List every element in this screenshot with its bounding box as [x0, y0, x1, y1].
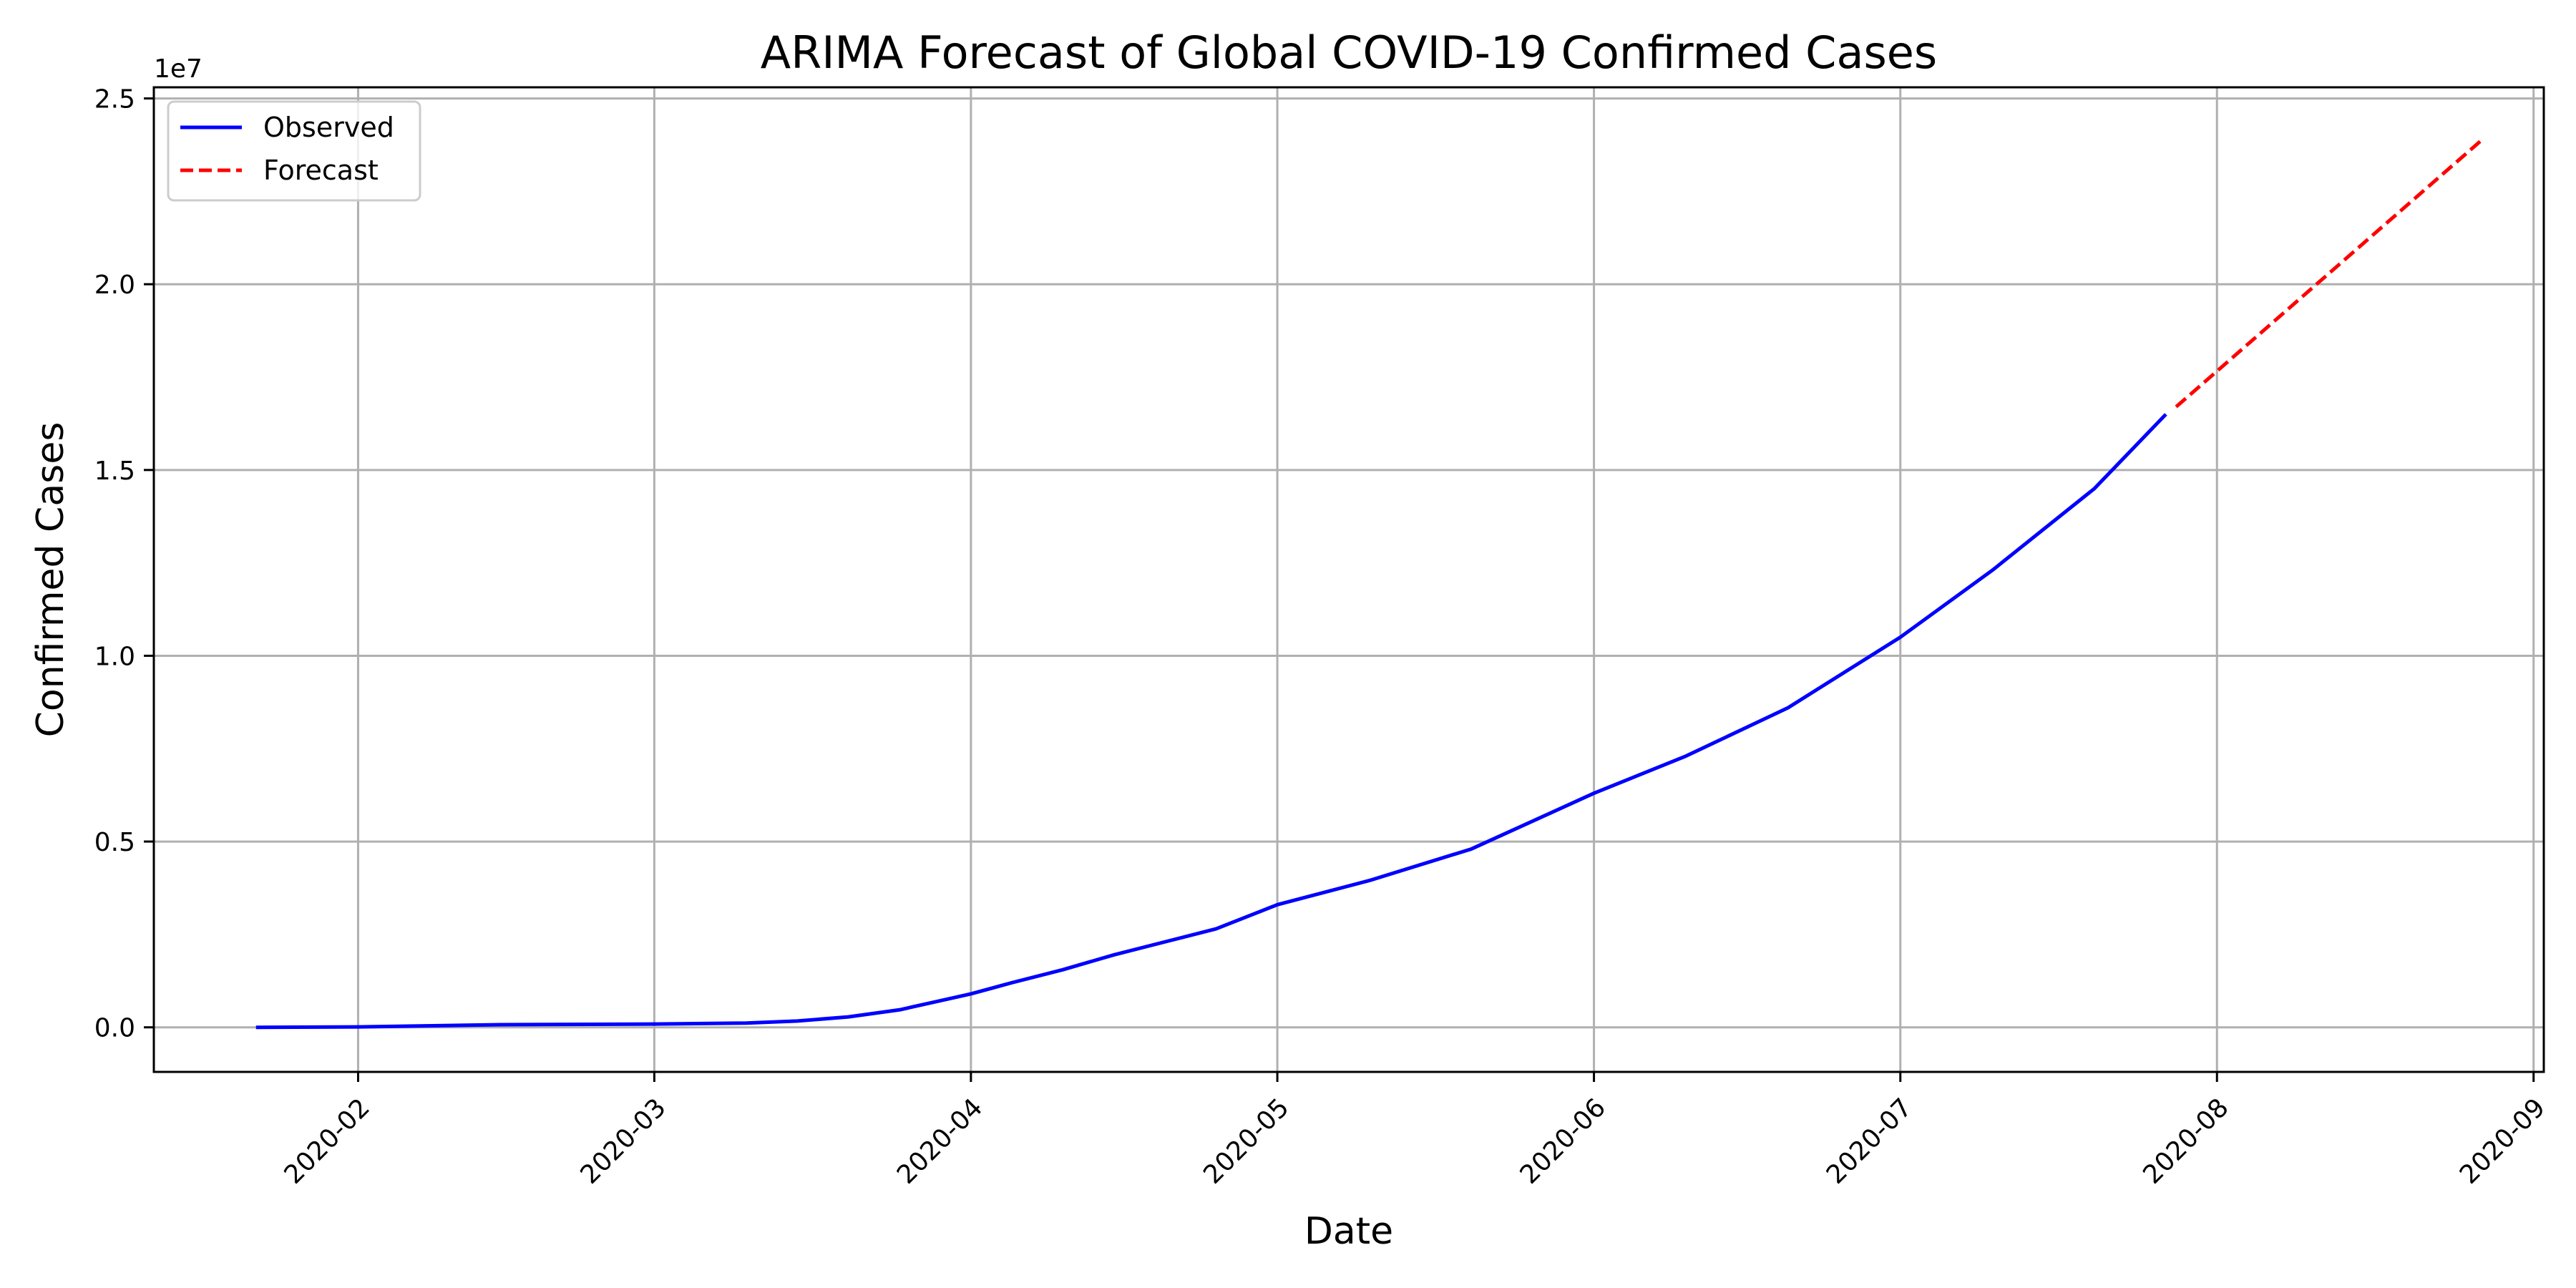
chart-title: ARIMA Forecast of Global COVID-19 Confir…: [761, 26, 1937, 79]
y-axis-offset-text: 1e7: [154, 54, 203, 84]
plot-frame: [152, 86, 2545, 1073]
legend-label-forecast: Forecast: [263, 155, 379, 186]
series-line-forecast: [2175, 137, 2484, 409]
y-axis-label: Confirmed Cases: [29, 422, 72, 738]
y-tick-label: 2.5: [94, 85, 135, 114]
y-tick-label: 0.0: [94, 1014, 135, 1043]
plot-series: [255, 137, 2484, 1030]
grid: [154, 87, 2544, 1072]
legend: Observed Forecast: [167, 100, 421, 202]
legend-label-observed: Observed: [263, 112, 394, 143]
y-tick-label: 1.0: [94, 642, 135, 671]
series-line-observed: [255, 413, 2167, 1030]
y-tick-label: 0.5: [94, 828, 135, 857]
y-tick-label: 1.5: [94, 457, 135, 486]
x-axis-label: Date: [1304, 1210, 1393, 1253]
y-tick-label: 2.0: [94, 270, 135, 300]
